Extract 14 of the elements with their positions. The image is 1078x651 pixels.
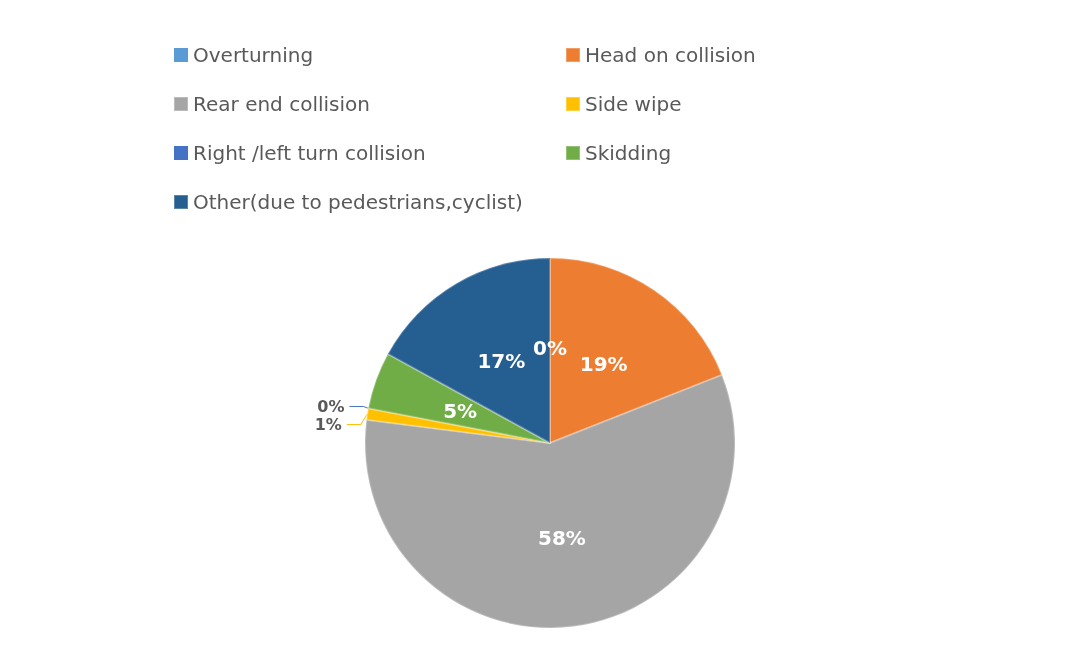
data-label: 17% xyxy=(477,348,526,373)
text: 0% xyxy=(533,335,567,360)
text: 0% xyxy=(317,396,345,416)
legend-label: Head on collision xyxy=(585,43,756,67)
data-label: 1% xyxy=(314,414,342,434)
legend-label: Rear end collision xyxy=(193,92,370,116)
legend-label: Right /left turn collision xyxy=(193,141,426,165)
legend-label: Other(due to pedestrians,cyclist) xyxy=(193,190,523,214)
legend-label: Side wipe xyxy=(585,92,682,116)
legend-label: Skidding xyxy=(585,141,672,165)
data-label: 58% xyxy=(538,525,586,550)
data-label: 19% xyxy=(579,352,628,377)
legend-label: Overturning xyxy=(193,43,314,67)
data-label: 5% xyxy=(443,398,478,423)
